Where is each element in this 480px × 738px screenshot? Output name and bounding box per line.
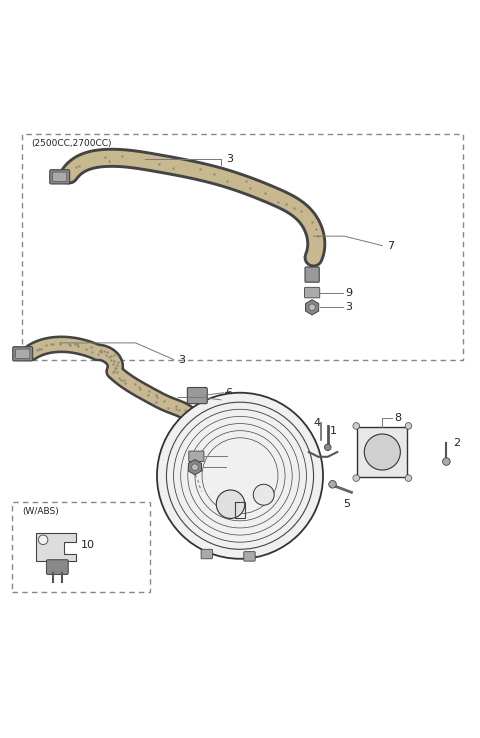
Text: (2500CC,2700CC): (2500CC,2700CC) xyxy=(31,139,112,148)
Text: 3: 3 xyxy=(345,303,352,312)
Circle shape xyxy=(353,423,360,430)
Circle shape xyxy=(324,444,331,451)
Circle shape xyxy=(405,423,412,430)
Text: 6: 6 xyxy=(225,387,232,398)
Polygon shape xyxy=(358,427,407,477)
FancyBboxPatch shape xyxy=(201,549,213,559)
Text: 2: 2 xyxy=(454,438,461,447)
Circle shape xyxy=(443,458,450,466)
FancyBboxPatch shape xyxy=(187,387,207,404)
Bar xyxy=(12,502,150,592)
FancyBboxPatch shape xyxy=(305,267,319,282)
FancyBboxPatch shape xyxy=(50,170,70,184)
Circle shape xyxy=(309,304,315,311)
FancyBboxPatch shape xyxy=(47,559,68,574)
Text: 8: 8 xyxy=(394,413,401,423)
Text: 3: 3 xyxy=(228,462,235,472)
Text: 9: 9 xyxy=(229,452,237,461)
Text: 3: 3 xyxy=(179,354,185,365)
Text: 5: 5 xyxy=(343,499,350,508)
Text: 7: 7 xyxy=(387,241,394,251)
FancyBboxPatch shape xyxy=(15,349,30,359)
Text: 7: 7 xyxy=(223,393,230,402)
FancyBboxPatch shape xyxy=(189,451,204,461)
Circle shape xyxy=(405,475,412,481)
FancyBboxPatch shape xyxy=(304,287,320,298)
Text: 1: 1 xyxy=(330,426,337,435)
Circle shape xyxy=(364,434,400,470)
FancyBboxPatch shape xyxy=(53,172,67,182)
FancyBboxPatch shape xyxy=(244,552,255,561)
Circle shape xyxy=(216,490,245,519)
Text: 4: 4 xyxy=(313,418,321,427)
FancyBboxPatch shape xyxy=(13,347,33,361)
Polygon shape xyxy=(36,533,76,561)
Circle shape xyxy=(329,480,336,488)
Circle shape xyxy=(192,464,198,471)
Circle shape xyxy=(38,535,48,545)
Text: 3: 3 xyxy=(226,154,233,164)
Bar xyxy=(22,134,463,359)
Circle shape xyxy=(353,475,360,481)
Text: 10: 10 xyxy=(81,539,95,550)
Circle shape xyxy=(253,484,274,506)
Text: 9: 9 xyxy=(345,288,352,297)
Text: (W/ABS): (W/ABS) xyxy=(22,506,59,516)
Circle shape xyxy=(157,393,323,559)
